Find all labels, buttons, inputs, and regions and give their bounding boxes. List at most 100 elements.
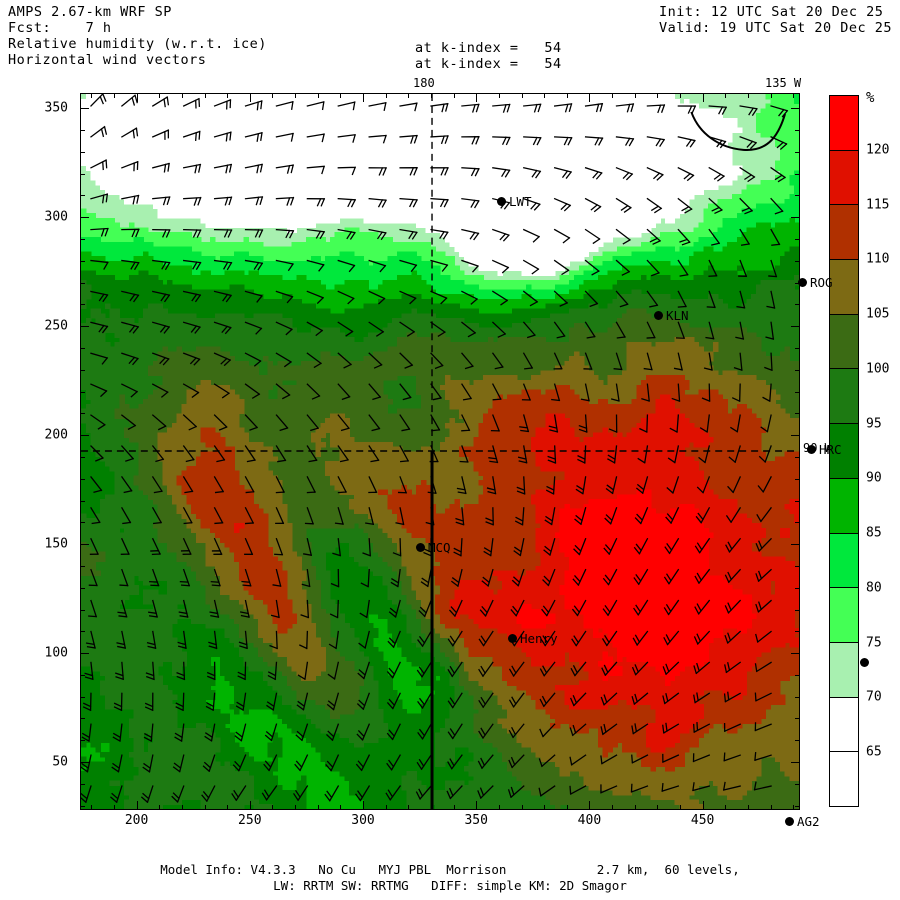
y-tick bbox=[80, 565, 85, 567]
wind-barb bbox=[111, 754, 123, 773]
y-tick bbox=[80, 500, 85, 502]
wind-barb bbox=[633, 568, 649, 586]
wind-barb bbox=[306, 476, 316, 494]
y-tick bbox=[80, 239, 85, 240]
wind-barb bbox=[295, 723, 309, 742]
wind-barb bbox=[662, 722, 680, 734]
wind-barb bbox=[663, 568, 680, 585]
x-tick-top bbox=[657, 93, 659, 98]
wind-barb bbox=[615, 166, 634, 181]
wind-barb bbox=[553, 197, 572, 212]
wind-barb bbox=[770, 228, 781, 246]
wind-barb bbox=[572, 568, 587, 586]
wind-barb bbox=[575, 476, 587, 495]
wind-barb bbox=[677, 136, 696, 148]
wind-barb bbox=[641, 383, 651, 402]
wind-barb bbox=[337, 228, 356, 240]
wind-barb bbox=[477, 754, 494, 770]
y-tick-right bbox=[795, 195, 800, 197]
x-tick bbox=[136, 801, 138, 810]
x-tick-top bbox=[385, 93, 387, 98]
y-tick-right bbox=[795, 609, 800, 611]
colorbar-band-1 bbox=[830, 150, 858, 206]
y-tick bbox=[80, 762, 89, 764]
map-plot-area[interactable] bbox=[80, 93, 800, 810]
x-axis-label-400: 400 bbox=[577, 813, 602, 828]
x-tick bbox=[702, 801, 704, 810]
y-axis-label-250: 250 bbox=[44, 318, 68, 334]
wind-barb bbox=[330, 569, 340, 588]
y-tick-right bbox=[791, 326, 800, 328]
wind-barb bbox=[213, 476, 225, 494]
wind-barb bbox=[275, 352, 292, 368]
wind-barb bbox=[120, 414, 137, 431]
wind-barb bbox=[239, 599, 250, 618]
wind-barb bbox=[646, 166, 664, 181]
y-tick bbox=[80, 347, 85, 349]
wind-barb bbox=[492, 228, 510, 242]
wind-barb bbox=[244, 476, 255, 494]
wind-barb bbox=[121, 259, 140, 271]
wind-barb bbox=[705, 321, 715, 340]
wind-barb bbox=[491, 383, 502, 401]
wind-barb bbox=[213, 321, 232, 335]
x-tick-top bbox=[747, 93, 749, 98]
wind-barb bbox=[90, 227, 109, 237]
x-tick bbox=[181, 805, 183, 810]
wind-barb bbox=[337, 383, 351, 401]
wind-barb bbox=[601, 630, 618, 647]
wind-barb bbox=[724, 599, 742, 614]
wind-barb bbox=[152, 228, 171, 238]
field-name-wind: Horizontal wind vectors bbox=[8, 52, 207, 68]
wind-barb bbox=[631, 723, 649, 735]
wind-barb bbox=[762, 383, 772, 403]
model-info-footer: Model Info: V4.3.3 No Cu MYJ PBL Morriso… bbox=[0, 862, 900, 894]
x-tick-top bbox=[453, 93, 455, 98]
wind-barb bbox=[244, 132, 263, 142]
x-tick-top bbox=[680, 93, 681, 98]
wind-barb bbox=[600, 692, 618, 706]
y-tick bbox=[80, 609, 85, 611]
wind-barb bbox=[337, 321, 354, 337]
wind-barb bbox=[736, 290, 746, 309]
x-tick-top bbox=[159, 93, 161, 98]
field-name-humidity: Relative humidity (w.r.t. ice) bbox=[8, 36, 267, 52]
wind-barb bbox=[358, 630, 370, 649]
wind-barb bbox=[478, 661, 494, 678]
wind-barb bbox=[478, 692, 494, 709]
wind-barb bbox=[770, 166, 786, 183]
wind-barb bbox=[569, 692, 587, 707]
y-tick-right bbox=[791, 544, 800, 546]
y-tick bbox=[80, 631, 85, 633]
wind-barb bbox=[337, 101, 356, 111]
wind-barb bbox=[488, 445, 499, 464]
x-tick bbox=[498, 805, 500, 810]
wind-barb bbox=[360, 568, 370, 588]
wind-barb bbox=[399, 352, 414, 369]
y-tick-right bbox=[795, 478, 800, 480]
wind-barb bbox=[416, 661, 432, 678]
wind-barb bbox=[90, 259, 109, 270]
wind-barb bbox=[270, 599, 280, 619]
y-tick bbox=[80, 587, 85, 589]
colorbar-tick-105: 105 bbox=[866, 306, 890, 322]
wind-barb bbox=[121, 290, 140, 303]
wind-barb bbox=[275, 132, 294, 142]
wind-barb bbox=[151, 352, 170, 366]
wind-barb bbox=[571, 599, 587, 617]
wind-barb bbox=[337, 198, 357, 208]
wind-barb bbox=[151, 129, 170, 140]
wind-barb bbox=[522, 167, 542, 179]
wind-barb bbox=[244, 196, 264, 206]
x-tick-top bbox=[612, 93, 614, 98]
colorbar-tick-120: 120 bbox=[866, 142, 890, 158]
x-tick bbox=[634, 805, 636, 810]
wind-barb bbox=[695, 506, 711, 524]
wind-barb bbox=[708, 228, 721, 246]
wind-barb bbox=[368, 290, 386, 305]
colorbar[interactable] bbox=[829, 95, 859, 807]
wind-barb bbox=[461, 321, 477, 338]
wind-barb bbox=[523, 136, 542, 146]
wind-barb bbox=[578, 414, 588, 433]
wind-barb bbox=[395, 507, 405, 526]
